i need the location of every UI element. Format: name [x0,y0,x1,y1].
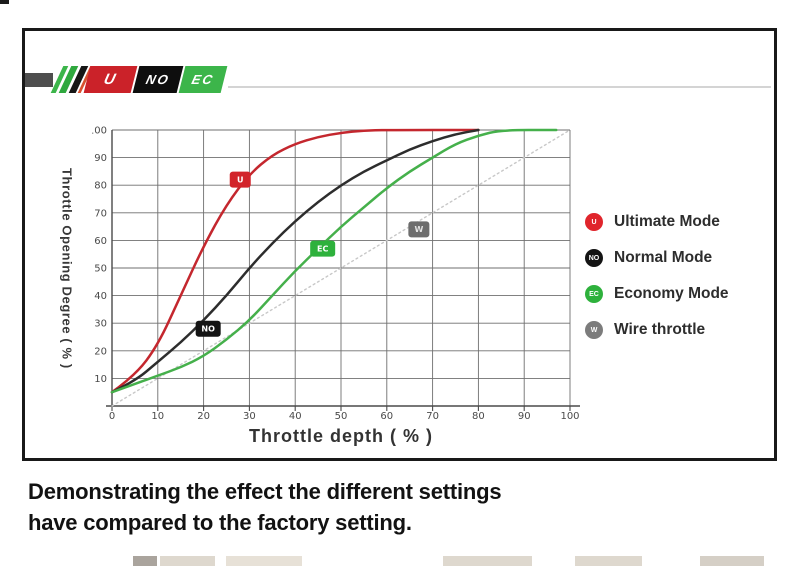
x-tick-label: 40 [289,411,302,422]
cropped-content-strip [443,556,532,566]
economy-mode-dot-icon: EC [585,285,603,303]
y-tick-label: 90 [94,153,107,164]
legend-item-economy: EC Economy Mode [585,284,729,304]
legend-item-normal: NO Normal Mode [585,248,729,268]
x-tick-label: 0 [109,411,115,422]
cropped-content-strip [575,556,642,566]
scan-corner-mark [0,0,9,4]
cropped-content-strip [133,556,157,566]
curve-badge-w [408,221,430,238]
legend-item-ultimate: U Ultimate Mode [585,212,729,232]
x-tick-label: 80 [472,411,485,422]
curve-badge-u [229,171,251,188]
legend-label: Wire throttle [614,321,706,338]
logo-gray-bar [25,73,53,87]
y-tick-label: 100 [92,126,107,137]
curve-badge-label: U [237,175,244,184]
y-tick-label: 10 [94,374,107,385]
curve-ultimate-mode [110,128,480,394]
wire-throttle-dot-icon: W [585,321,603,339]
legend-item-wire: W Wire throttle [585,320,729,340]
curve-badge-no [195,320,221,337]
x-tick-label: 50 [335,411,348,422]
curve-normal-mode [110,128,480,394]
x-tick-label: 100 [560,411,579,422]
y-tick-label: 60 [94,236,107,247]
curve-economy-mode [110,128,558,394]
chart-legend: U Ultimate Mode NO Normal Mode EC Econom… [585,212,729,356]
x-tick-label: 90 [518,411,531,422]
cropped-content-strip [160,556,215,566]
y-tick-label: 80 [94,181,107,192]
x-tick-label: 20 [197,411,210,422]
caption-line-2: have compared to the factory setting. [28,510,412,535]
legend-label: Ultimate Mode [614,213,720,230]
legend-label: Normal Mode [614,249,713,266]
logo-badge-ultimate: U [83,66,138,93]
y-tick-label: 40 [94,291,107,302]
x-tick-label: 70 [426,411,439,422]
caption-line-1: Demonstrating the effect the different s… [28,479,502,504]
logo-underline [228,86,771,88]
x-tick-label: 60 [380,411,393,422]
x-axis-title: Throttle depth ( % ) [249,426,433,446]
curve-badge-ec [310,240,336,257]
y-tick-label: 70 [94,208,107,219]
curve-badge-label: EC [317,244,328,253]
y-axis-title: Throttle Opening Degree ( % ) [59,167,75,369]
legend-label: Economy Mode [614,285,729,302]
figure-frame [22,28,777,461]
curve-wire-throttle [111,129,571,407]
y-tick-label: 20 [94,346,107,357]
x-tick-label: 30 [243,411,256,422]
curve-badge-label: NO [201,325,215,334]
logo-badge-normal: NO [132,66,184,93]
throttle-curves-chart: 0 10 20 30 40 50 60 70 80 90 100 10 20 30 40 50 60 70 80 90… [92,126,580,422]
normal-mode-dot-icon: NO [585,249,603,267]
y-tick-label: 30 [94,319,107,330]
x-tick-label: 10 [151,411,164,422]
curve-badge-label: W [414,225,423,234]
figure-caption: Demonstrating the effect the different s… [28,476,502,538]
y-tick-label: 50 [94,264,107,275]
cropped-content-strip [700,556,764,566]
logo-badge-economy: EC [178,66,228,93]
cropped-content-strip [226,556,302,566]
ultimate-mode-dot-icon: U [585,213,603,231]
